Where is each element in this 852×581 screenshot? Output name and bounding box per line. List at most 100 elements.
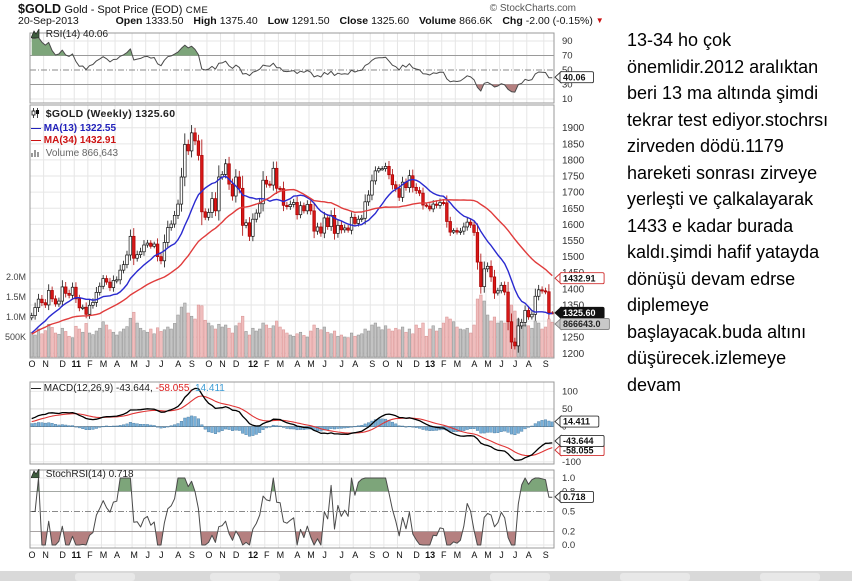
copyright: © StockCharts.com [489,3,576,14]
svg-text:N: N [42,550,49,560]
svg-text:A: A [352,550,358,560]
quote-date: 20-Sep-2013 [18,15,79,27]
axis-badge: -43.644 [554,434,605,448]
svg-text:D: D [233,550,240,560]
svg-text:10: 10 [562,94,573,105]
svg-text:500K: 500K [5,332,26,342]
low-label: Low [267,15,289,27]
svg-text:M: M [100,550,108,560]
svg-text:S: S [543,550,549,560]
svg-text:A: A [294,359,300,369]
date-axis: O N D 11 F M A M J J A S O N D 12 F M A M J J A S O N D 13 F M A M J J A S [28,359,548,369]
svg-text:1750: 1750 [562,172,585,183]
axis-badge: 40.06 [554,70,594,84]
volume-legend: Volume 866,643 [45,147,119,159]
svg-text:M: M [454,359,462,369]
svg-text:1432.91: 1432.91 [563,273,596,283]
axis-badge: 14.411 [554,414,600,429]
macd-panel: 100500-100 [29,381,581,468]
symbol-description: Gold - Spot Price (EOD) [64,4,183,16]
commentary-text: 13-34 ho çok önemlidir.2012 aralıktan be… [627,30,829,395]
svg-text:A: A [175,359,181,369]
svg-text:100: 100 [562,386,578,397]
svg-text:J: J [322,359,327,369]
svg-text:J: J [159,550,164,560]
macd-hist-value: 14.411 [195,383,225,394]
svg-text:F: F [87,359,93,369]
axis-badge: 1325.60 [554,306,605,320]
svg-text:A: A [294,550,300,560]
svg-text:M: M [484,550,492,560]
chrome-segment [75,573,135,581]
svg-text:1200: 1200 [562,349,585,360]
ma34-legend: MA(34) 1432.91 [43,135,117,146]
chrome-segment [490,573,550,581]
svg-text:D: D [413,550,420,560]
svg-text:J: J [145,359,150,369]
svg-text:J: J [322,550,327,560]
svg-text:A: A [471,359,477,369]
axis-badge: 0.718 [554,490,594,504]
svg-text:30: 30 [562,80,573,91]
main-legend: $GOLD (Weekly) 1325.60 — MA(13) 1322.55 … [31,108,175,161]
svg-text:M: M [454,550,462,560]
svg-text:1325.60: 1325.60 [563,308,596,318]
main-title: $GOLD (Weekly) 1325.60 [45,108,176,120]
svg-text:F: F [441,550,447,560]
svg-text:50: 50 [562,404,573,415]
svg-text:0.718: 0.718 [563,492,586,502]
svg-text:0.2: 0.2 [562,527,575,538]
svg-text:A: A [114,359,120,369]
svg-text:-58.055: -58.055 [563,445,594,455]
svg-text:13: 13 [425,550,435,560]
svg-text:J: J [159,359,164,369]
svg-text:N: N [396,550,403,560]
ma34-line-swatch: — [31,135,41,146]
svg-text:1700: 1700 [562,188,585,199]
svg-text:J: J [145,550,150,560]
chg-value: -2.00 (-0.15%) [525,15,593,27]
macd-histogram [30,415,554,437]
svg-text:A: A [352,359,358,369]
chg-down-triangle-icon: ▼ [595,16,604,25]
svg-text:11: 11 [71,359,81,369]
volume-bars-icon [31,149,40,162]
svg-text:14.411: 14.411 [563,417,590,427]
stochrsi-value: 0.718 [108,469,134,480]
chrome-segment [620,573,690,581]
svg-text:O: O [28,550,35,560]
svg-text:-43.644: -43.644 [563,436,594,446]
chrome-segment [210,573,280,581]
svg-text:1800: 1800 [562,155,585,166]
axis-badge: -58.055 [554,443,605,457]
exchange: CME [185,5,209,16]
svg-text:J: J [513,359,518,369]
svg-text:O: O [382,550,389,560]
svg-text:F: F [441,359,447,369]
svg-text:F: F [264,359,270,369]
svg-text:M: M [130,550,138,560]
close-value: 1325.60 [371,15,410,27]
svg-text:90: 90 [562,36,573,47]
svg-text:J: J [339,550,344,560]
svg-text:M: M [130,359,138,369]
open-label: Open [115,15,143,27]
svg-text:1600: 1600 [562,220,585,231]
svg-text:12: 12 [248,550,258,560]
svg-text:1850: 1850 [562,139,585,150]
candlestick-icon [31,108,40,123]
svg-text:N: N [396,359,403,369]
rsi-value: 40.06 [83,29,109,40]
svg-text:1.5M: 1.5M [6,292,26,302]
macd-line-swatch: — [31,383,41,394]
svg-text:A: A [526,359,532,369]
svg-text:J: J [499,359,504,369]
svg-text:J: J [339,359,344,369]
symbol: $GOLD [18,2,62,16]
close-label: Close [339,15,369,27]
volume-bars [30,294,554,358]
svg-text:O: O [28,359,35,369]
svg-text:70: 70 [562,51,573,62]
svg-text:A: A [175,550,181,560]
